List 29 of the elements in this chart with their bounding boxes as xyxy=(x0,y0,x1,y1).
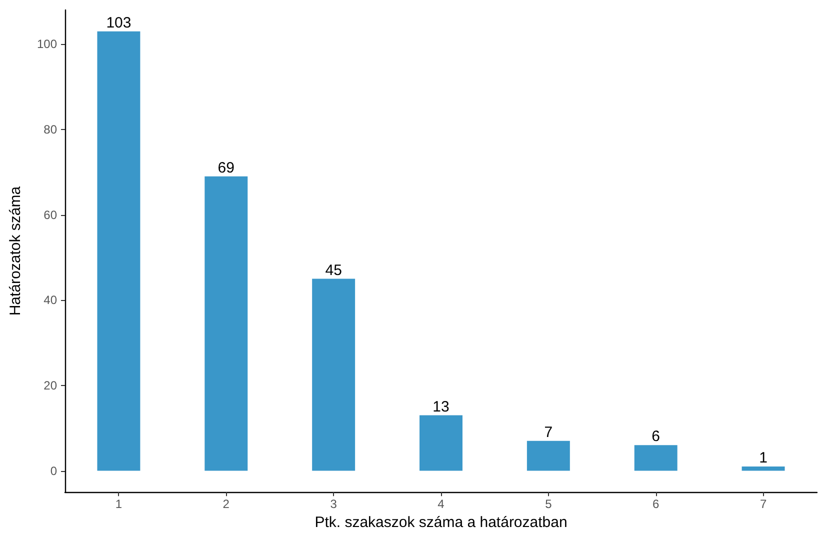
data-label: 103 xyxy=(106,14,132,32)
y-tick-label: 0 xyxy=(50,464,58,478)
bar xyxy=(420,415,462,471)
bar xyxy=(204,176,248,471)
data-label: 45 xyxy=(325,262,342,279)
bar xyxy=(312,278,356,471)
x-tick-label: 4 xyxy=(438,497,445,512)
y-axis-title: Határozatok száma xyxy=(7,186,24,316)
data-label: 13 xyxy=(432,398,450,416)
data-label: 1 xyxy=(759,450,768,466)
x-tick-label: 6 xyxy=(652,497,660,512)
data-label: 6 xyxy=(652,428,660,446)
y-tick-label: 60 xyxy=(44,208,58,222)
x-axis-title: Ptk. szakaszok száma a határozatban xyxy=(314,514,568,531)
data-label: 7 xyxy=(544,424,553,441)
y-tick-label: 80 xyxy=(44,122,58,136)
y-tick-label: 100 xyxy=(36,37,58,52)
bar xyxy=(742,466,785,471)
bar xyxy=(634,445,678,471)
x-tick-label: 5 xyxy=(545,497,552,512)
y-tick-label: 20 xyxy=(44,378,58,392)
x-tick-label: 7 xyxy=(760,497,767,512)
bar xyxy=(97,31,140,471)
y-tick-label: 40 xyxy=(44,293,58,308)
x-tick-label: 2 xyxy=(222,497,230,512)
x-tick-label: 3 xyxy=(330,497,338,512)
data-label: 69 xyxy=(218,159,234,176)
x-tick-label: 1 xyxy=(115,497,122,512)
bar xyxy=(526,440,570,471)
